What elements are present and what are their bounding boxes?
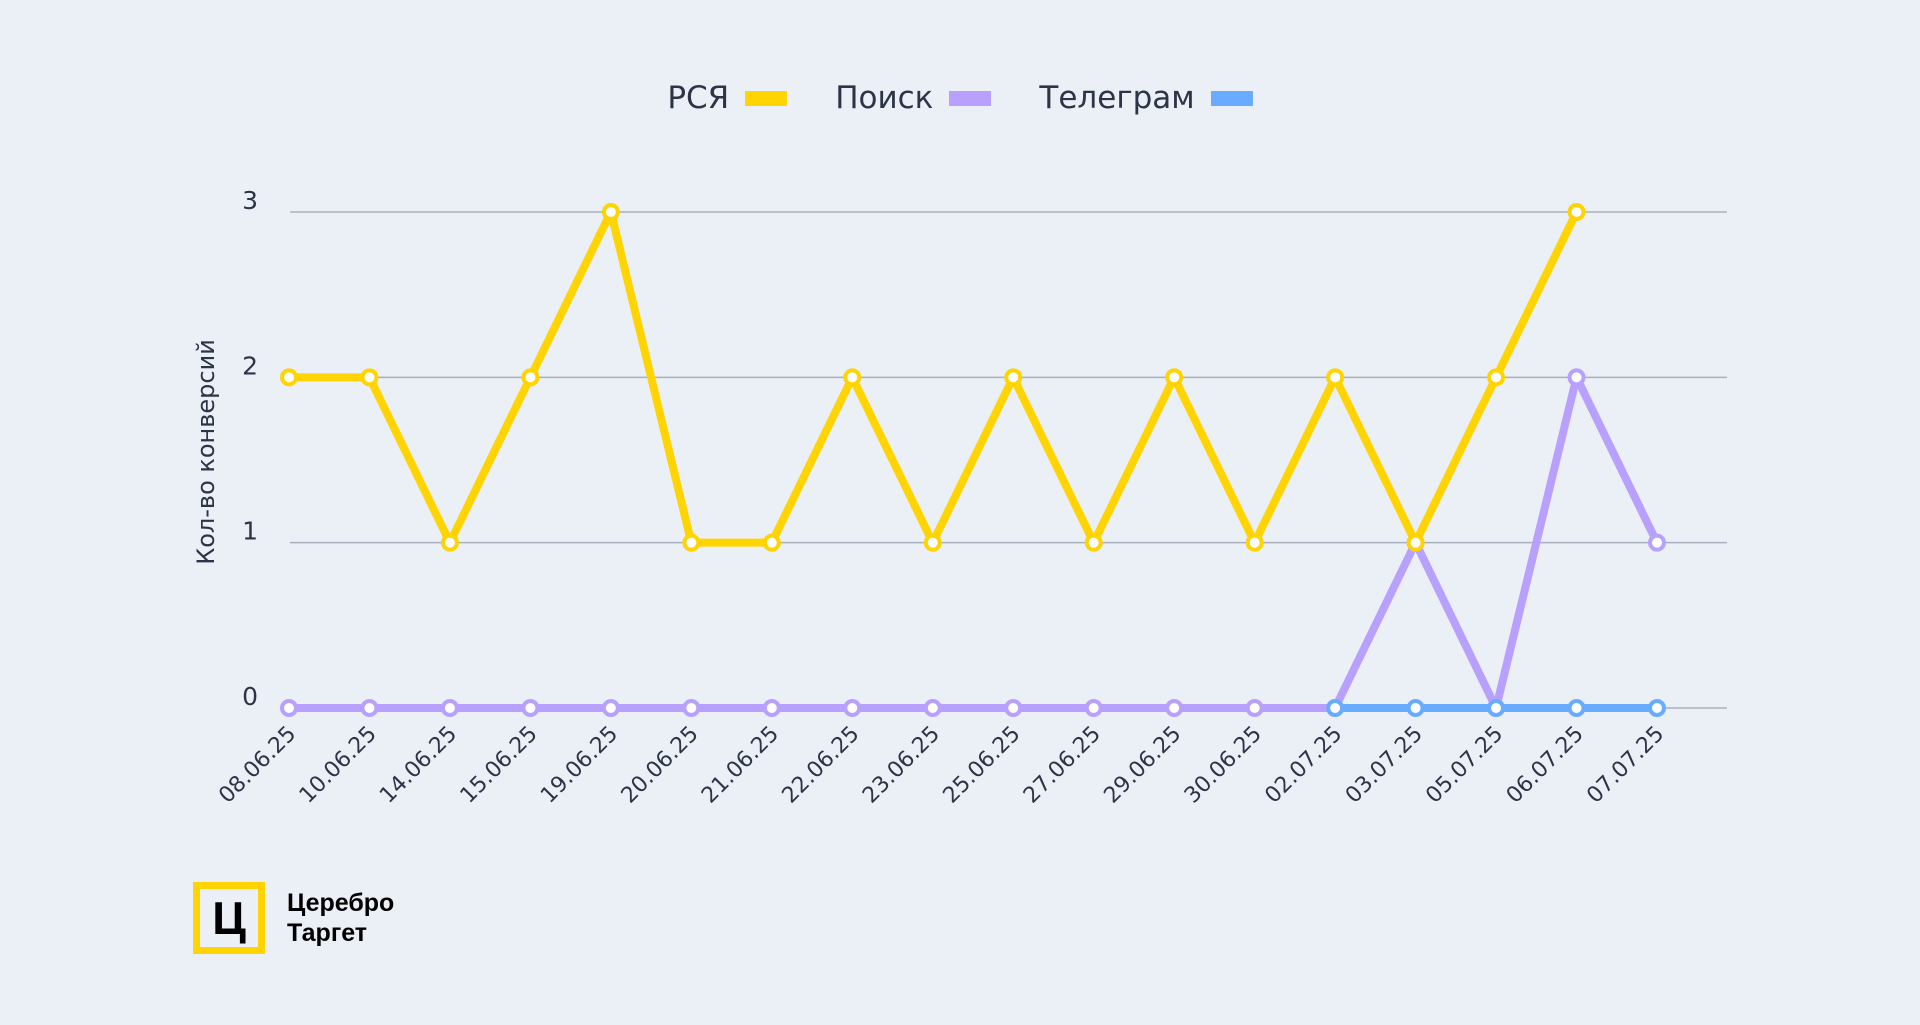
x-tick-label: 27.06.25 <box>1019 722 1106 809</box>
x-tick-label: 29.06.25 <box>1099 722 1186 809</box>
logo-mark: Ц <box>193 882 265 954</box>
x-tick-label: 06.07.25 <box>1502 722 1589 809</box>
data-point <box>1406 699 1425 717</box>
data-point <box>1406 533 1425 552</box>
x-tick-label: 23.06.25 <box>858 722 945 809</box>
y-axis-label: Кол-во конверсий <box>192 339 220 565</box>
y-tick-label: 3 <box>242 186 258 215</box>
data-point <box>1165 368 1184 387</box>
data-point <box>601 699 620 717</box>
chart-legend: РСЯ Поиск Телеграм <box>0 80 1920 116</box>
x-tick-label: 22.06.25 <box>778 722 865 809</box>
data-point <box>762 533 781 552</box>
x-tick-label: 07.07.25 <box>1582 722 1669 809</box>
y-tick-label: 2 <box>242 351 258 380</box>
data-point <box>360 368 379 387</box>
data-point <box>440 533 459 552</box>
x-tick-label: 19.06.25 <box>536 722 623 809</box>
y-tick-label: 0 <box>242 682 258 711</box>
data-point <box>1245 699 1264 717</box>
x-tick-label: 08.06.25 <box>214 722 301 809</box>
x-tick-label: 25.06.25 <box>939 722 1026 809</box>
data-point <box>1245 533 1264 552</box>
legend-item[interactable]: Телеграм <box>1039 80 1253 116</box>
legend-swatch <box>1210 90 1253 106</box>
x-tick-label: 30.06.25 <box>1180 722 1267 809</box>
x-tick-label: 20.06.25 <box>617 722 704 809</box>
data-point <box>682 699 701 717</box>
y-tick-label: 1 <box>242 517 258 546</box>
data-point <box>923 533 942 552</box>
data-point <box>1004 368 1023 387</box>
data-point <box>1648 533 1666 552</box>
logo-line-2: Таргет <box>287 919 368 947</box>
data-point <box>521 699 540 717</box>
logo-line-1: Церебро <box>287 889 395 917</box>
data-point <box>1567 368 1586 387</box>
data-point <box>1084 699 1103 717</box>
data-point <box>762 699 781 717</box>
data-point <box>280 368 298 387</box>
series-line-2 <box>285 373 1661 712</box>
legend-label: Телеграм <box>1039 80 1195 116</box>
x-tick-label: 21.06.25 <box>697 722 784 809</box>
legend-swatch <box>949 90 992 106</box>
data-point <box>440 699 459 717</box>
x-tick-label: 14.06.25 <box>375 722 462 809</box>
legend-label: Поиск <box>835 80 934 116</box>
data-point <box>843 368 862 387</box>
data-point <box>1567 699 1586 717</box>
data-point <box>1648 699 1666 717</box>
data-point <box>843 699 862 717</box>
data-point <box>1326 368 1345 387</box>
legend-item[interactable]: Поиск <box>835 80 992 116</box>
x-tick-label: 15.06.25 <box>456 722 543 809</box>
data-point <box>1326 699 1345 717</box>
data-point <box>1567 203 1586 221</box>
data-point <box>682 533 701 552</box>
x-tick-label: 02.07.25 <box>1260 722 1347 809</box>
data-point <box>1165 699 1184 717</box>
data-point <box>1487 699 1506 717</box>
data-point <box>601 203 620 221</box>
data-point <box>521 368 540 387</box>
legend-label: РСЯ <box>667 80 730 116</box>
data-point <box>280 699 298 717</box>
legend-item[interactable]: РСЯ <box>667 80 788 116</box>
legend-swatch <box>745 90 788 106</box>
x-tick-label: 05.07.25 <box>1421 722 1508 809</box>
data-point <box>1084 533 1103 552</box>
logo: Ц Церебро Таргет <box>193 882 394 954</box>
data-point <box>923 699 942 717</box>
data-point <box>1487 368 1506 387</box>
data-point <box>360 699 379 717</box>
x-tick-label: 03.07.25 <box>1341 722 1428 809</box>
x-tick-label: 10.06.25 <box>295 722 382 809</box>
data-point <box>1004 699 1023 717</box>
logo-text: Церебро Таргет <box>287 888 394 948</box>
